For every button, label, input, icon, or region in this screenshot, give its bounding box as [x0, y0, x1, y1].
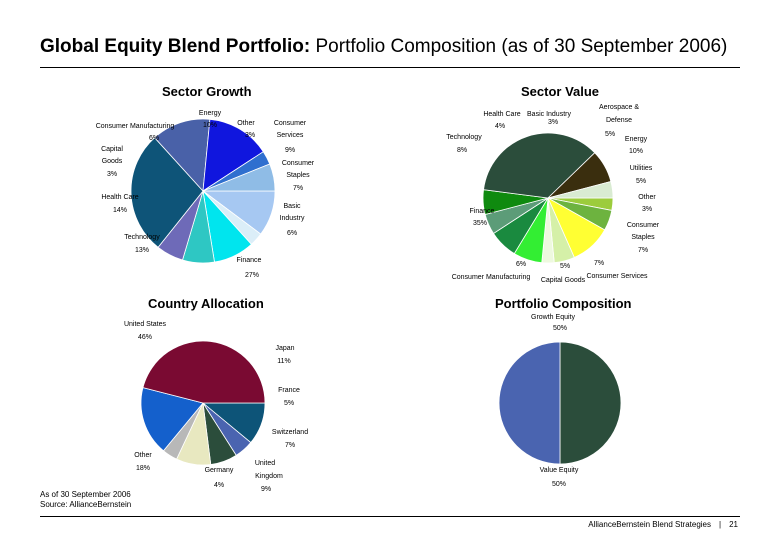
sector-value-label-technology: Technology [446, 134, 482, 141]
sector-growth-pct-consumer-services: 9% [285, 147, 295, 154]
sector-value-label-consumer-staples-line1: Consumer [627, 222, 660, 229]
sector-value-pct-aerospace-defense: 5% [605, 131, 615, 138]
sector-value-slice-finance [483, 132, 596, 199]
sector-growth-slice-finance [130, 137, 204, 248]
country-allocation-pct-united-kingdom: 9% [261, 486, 271, 493]
sector-value-pct-technology: 8% [457, 147, 467, 154]
country-allocation-label-united-kingdom-line1: United [255, 460, 275, 467]
sector-value-pct-basic-industry: 3% [548, 119, 558, 126]
footer-text: AllianceBernstein Blend Strategies [588, 520, 712, 529]
country-allocation-label-japan: Japan [275, 345, 294, 352]
sector-growth-label-consumer-staples-line1: Consumer [282, 160, 315, 167]
sector-value-label-other: Other [638, 194, 656, 201]
sector-growth-label-capital-goods-line2: Goods [102, 158, 123, 165]
sector-growth-label-finance: Finance [237, 257, 262, 264]
sector-growth-label-technology: Technology [124, 234, 160, 241]
sector-growth-slice-consumer-manufacturing [202, 163, 276, 192]
sector-growth-pct-capital-goods: 3% [107, 171, 117, 178]
sector-growth-label-consumer-services-line1: Consumer [274, 120, 307, 127]
country-allocation-label-united-kingdom-line2: Kingdom [255, 473, 283, 480]
country-allocation-slice-other [140, 387, 204, 452]
sector-value-label-energy: Energy [625, 136, 648, 143]
sector-growth-title: Sector Growth [162, 84, 252, 99]
sector-value-label-aerospace-defense-line2: Defense [606, 117, 632, 124]
sector-value-pct-capital-goods: 5% [560, 263, 570, 270]
country-allocation-pct-japan: 11% [277, 358, 291, 365]
sector-growth-label-consumer-manufacturing: Consumer Manufacturing [96, 123, 175, 130]
sector-growth-pct-other: 3% [245, 132, 255, 139]
page-number: 21 [729, 520, 738, 529]
sector-growth-pct-consumer-manufacturing: 6% [149, 135, 159, 142]
sector-value-pct-consumer-staples: 7% [638, 247, 648, 254]
sector-value-label-capital-goods: Capital Goods [541, 277, 586, 284]
date-note: As of 30 September 2006 [40, 490, 131, 499]
portfolio-composition-pct-growth-equity: 50% [553, 325, 567, 332]
sector-growth-pct-consumer-staples: 7% [293, 185, 303, 192]
sector-value-title: Sector Value [521, 84, 600, 99]
sector-value-label-aerospace-defense-line1: Aerospace & [599, 104, 639, 111]
country-allocation-pct-other: 18% [136, 465, 150, 472]
country-allocation-pct-germany: 4% [214, 482, 224, 489]
country-allocation-pct-france: 5% [284, 400, 294, 407]
source-note: Source: AllianceBernstein [40, 500, 132, 509]
sector-value-pct-health-care: 4% [495, 123, 505, 130]
footer-divider [40, 516, 740, 517]
sector-growth-label-consumer-staples-line2: Staples [286, 172, 310, 179]
sector-value-label-finance: Finance [470, 208, 495, 215]
sector-value-label-utilities: Utilities [630, 165, 653, 172]
sector-value-pct-consumer-manufacturing: 6% [516, 261, 526, 268]
portfolio-composition-pct-value-equity: 50% [552, 481, 566, 488]
sector-growth-label-consumer-services-line2: Services [277, 132, 304, 139]
sector-value-pct-consumer-services: 7% [594, 260, 604, 267]
page-title: Global Equity Blend Portfolio: Portfolio… [40, 36, 727, 58]
sector-growth-pct-health-care: 14% [113, 207, 127, 214]
country-allocation-label-other: Other [134, 452, 152, 459]
sector-growth-pct-energy: 10% [203, 122, 217, 129]
sector-growth-pct-basic-industry: 6% [287, 230, 297, 237]
country-allocation-label-united-states: United States [124, 321, 167, 328]
footer: AllianceBernstein Blend Strategies | 21 [588, 520, 738, 529]
sector-value-label-health-care: Health Care [483, 111, 520, 118]
sector-value-label-basic-industry: Basic Industry [527, 111, 571, 118]
portfolio-composition-slice-value-equity [559, 341, 622, 465]
footer-separator: | [719, 520, 722, 529]
sector-growth-pct-technology: 13% [135, 247, 149, 254]
portfolio-composition-title: Portfolio Composition [495, 296, 632, 311]
country-allocation-label-germany: Germany [205, 467, 234, 474]
portfolio-composition-label-growth-equity: Growth Equity [531, 314, 575, 321]
page-title-rest: Portfolio Composition (as of 30 Septembe… [315, 36, 728, 57]
sector-value-pct-energy: 10% [629, 148, 643, 155]
sector-growth-slice-health-care [202, 118, 264, 192]
country-allocation-label-france: France [278, 387, 300, 394]
sector-value-pct-other: 3% [642, 206, 652, 213]
country-allocation-slice-united-states [142, 340, 266, 404]
sector-growth-label-energy: Energy [199, 110, 222, 117]
country-allocation-title: Country Allocation [148, 296, 264, 311]
portfolio-composition-slice-growth-equity [498, 341, 561, 465]
country-allocation-pct-united-states: 46% [138, 334, 152, 341]
country-allocation-label-switzerland: Switzerland [272, 429, 308, 436]
sector-value-label-consumer-staples-line2: Staples [631, 234, 655, 241]
country-allocation-pct-switzerland: 7% [285, 442, 295, 449]
portfolio-composition-label-value-equity: Value Equity [540, 467, 579, 474]
page-title-bold: Global Equity Blend Portfolio: [40, 36, 311, 57]
sector-growth-label-capital-goods-line1: Capital [101, 146, 123, 153]
sector-value-label-consumer-services: Consumer Services [586, 273, 648, 280]
sector-value-pct-finance: 35% [473, 220, 487, 227]
sector-growth-slice-technology [154, 118, 211, 192]
sector-value-pct-utilities: 5% [636, 178, 646, 185]
sector-growth-label-other: Other [237, 120, 255, 127]
title-divider [40, 67, 740, 68]
sector-growth-label-basic-industry-line1: Basic [283, 203, 301, 210]
sector-value-slice-health-care [547, 181, 614, 199]
sector-growth-label-health-care: Health Care [101, 194, 138, 201]
sector-growth-label-basic-industry-line2: Industry [280, 215, 305, 222]
sector-growth-pct-finance: 27% [245, 272, 259, 279]
sector-value-label-consumer-manufacturing: Consumer Manufacturing [452, 274, 531, 281]
